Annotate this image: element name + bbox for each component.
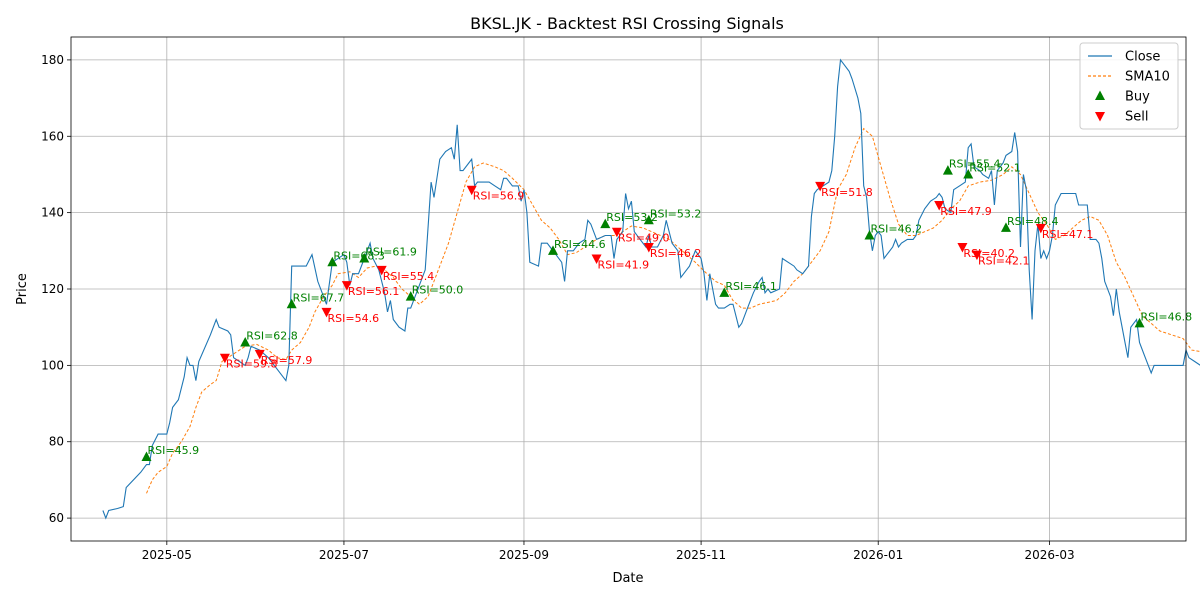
buy-marker <box>359 252 370 263</box>
buy-signal-label: RSI=68.3 <box>333 249 385 262</box>
buy-marker <box>864 230 875 240</box>
buy-marker <box>1000 222 1011 232</box>
sell-marker <box>971 250 982 261</box>
sell-signal-label: RSI=47.9 <box>940 205 992 218</box>
buy-marker <box>942 165 953 175</box>
y-tick-label: 100 <box>41 358 64 372</box>
sell-signal-label: RSI=56.1 <box>348 285 400 298</box>
buy-signal-label: RSI=46.1 <box>725 280 777 293</box>
sell-signal-label: RSI=47.1 <box>1042 228 1094 241</box>
buy-signal-label: RSI=53.2 <box>606 211 658 224</box>
legend-box <box>1079 42 1179 130</box>
buy-marker <box>963 168 974 179</box>
sell-marker <box>611 227 622 238</box>
x-tick-label: 2025-05 <box>142 548 192 562</box>
buy-signal-label: RSI=44.6 <box>554 238 606 251</box>
sell-marker <box>957 243 968 253</box>
sell-signal-label: RSI=49.0 <box>618 232 670 245</box>
sell-marker <box>643 243 654 253</box>
buy-marker <box>600 218 611 229</box>
sell-marker <box>341 281 352 291</box>
sell-signal-label: RSI=56.9 <box>473 190 525 203</box>
legend: Close SMA10 Buy Sell <box>1079 42 1179 130</box>
grid-lines <box>71 37 1186 541</box>
buy-marker <box>719 287 730 297</box>
sell-marker <box>376 265 387 276</box>
buy-signal-label: RSI=53.2 <box>650 207 702 220</box>
sma10-series <box>146 127 1200 494</box>
y-axis-ticks: 60 80 100 120 140 160 180 <box>41 53 71 525</box>
y-tick-label: 180 <box>41 53 64 67</box>
sell-signal-label: RSI=41.9 <box>598 258 650 271</box>
buy-signal-label: RSI=52.1 <box>969 161 1021 174</box>
x-tick-label: 2025-09 <box>499 548 549 562</box>
y-tick-label: 60 <box>49 511 64 525</box>
buy-marker <box>141 451 152 461</box>
buy-signal-label: RSI=45.9 <box>147 444 199 457</box>
x-axis-label: Date <box>612 571 643 586</box>
y-tick-label: 140 <box>41 206 64 220</box>
y-tick-label: 160 <box>41 129 64 143</box>
x-tick-label: 2026-03 <box>1024 548 1074 562</box>
x-tick-label: 2025-07 <box>319 548 369 562</box>
sell-signal-label: RSI=55.4 <box>383 270 435 283</box>
sell-marker <box>934 201 945 211</box>
buy-signal-label: RSI=46.2 <box>871 223 923 236</box>
legend-label: Close <box>1125 50 1160 65</box>
sell-signal-label: RSI=59.8 <box>226 358 278 371</box>
y-axis-label: Price <box>15 273 30 305</box>
buy-signal-label: RSI=61.9 <box>365 245 417 258</box>
y-tick-label: 120 <box>41 282 64 296</box>
sell-signal-label: RSI=54.6 <box>328 312 380 325</box>
sell-signal-label: RSI=46.2 <box>650 247 702 260</box>
buy-signal-label: RSI=55.4 <box>949 158 1001 171</box>
buy-marker <box>405 291 416 301</box>
sell-signal-label: RSI=57.9 <box>261 354 313 367</box>
sell-marker <box>254 349 265 360</box>
legend-buy-swatch <box>1095 90 1105 100</box>
sell-marker <box>591 254 602 264</box>
legend-label: Buy <box>1125 90 1150 105</box>
buy-signal-label: RSI=48.4 <box>1007 215 1059 228</box>
sell-marker <box>466 185 477 196</box>
legend-sell-swatch <box>1095 112 1105 122</box>
sma10-line <box>146 127 1200 494</box>
buy-marker <box>643 214 654 225</box>
buy-marker <box>1134 317 1145 328</box>
buy-marker <box>240 336 251 347</box>
legend-label: SMA10 <box>1125 70 1170 85</box>
signal-markers: RSI=45.9 RSI=62.8 RSI=67.7 RSI=68.3RSI=61.9… <box>141 158 1192 461</box>
legend-label: Sell <box>1125 110 1148 125</box>
sell-marker <box>815 181 826 192</box>
x-tick-label: 2025-11 <box>676 548 726 562</box>
buy-signal-label: RSI=62.8 <box>246 329 298 342</box>
sell-marker <box>1035 223 1046 234</box>
sell-signal-label: RSI=42.1 <box>978 255 1030 268</box>
buy-marker <box>327 256 338 267</box>
buy-signal-label: RSI=46.8 <box>1141 310 1193 323</box>
buy-signal-label: RSI=67.7 <box>293 291 345 304</box>
y-tick-label: 80 <box>49 435 64 449</box>
sell-marker <box>321 307 332 318</box>
sell-marker <box>219 353 230 364</box>
chart-title: BKSL.JK - Backtest RSI Crossing Signals <box>470 14 784 33</box>
x-tick-label: 2026-01 <box>853 548 903 562</box>
buy-signal-label: RSI=50.0 <box>412 284 464 297</box>
buy-marker <box>286 298 297 309</box>
buy-marker <box>548 245 559 255</box>
sell-signal-label: RSI=51.8 <box>821 186 873 199</box>
x-axis-ticks: 2025-05 2025-07 2025-09 2025-11 2026-01 2026-… <box>142 541 1075 562</box>
